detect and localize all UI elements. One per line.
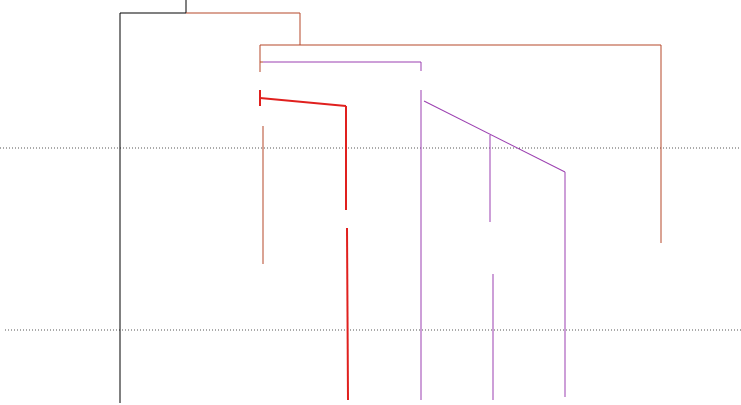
red-clade bbox=[259, 90, 349, 401]
root-clade bbox=[119, 0, 187, 403]
red-branch-lower bbox=[346, 227, 349, 401]
purple-slant bbox=[423, 100, 566, 173]
brown-clade bbox=[186, 12, 662, 264]
red-slant bbox=[259, 97, 347, 107]
purple-clade bbox=[263, 61, 566, 400]
